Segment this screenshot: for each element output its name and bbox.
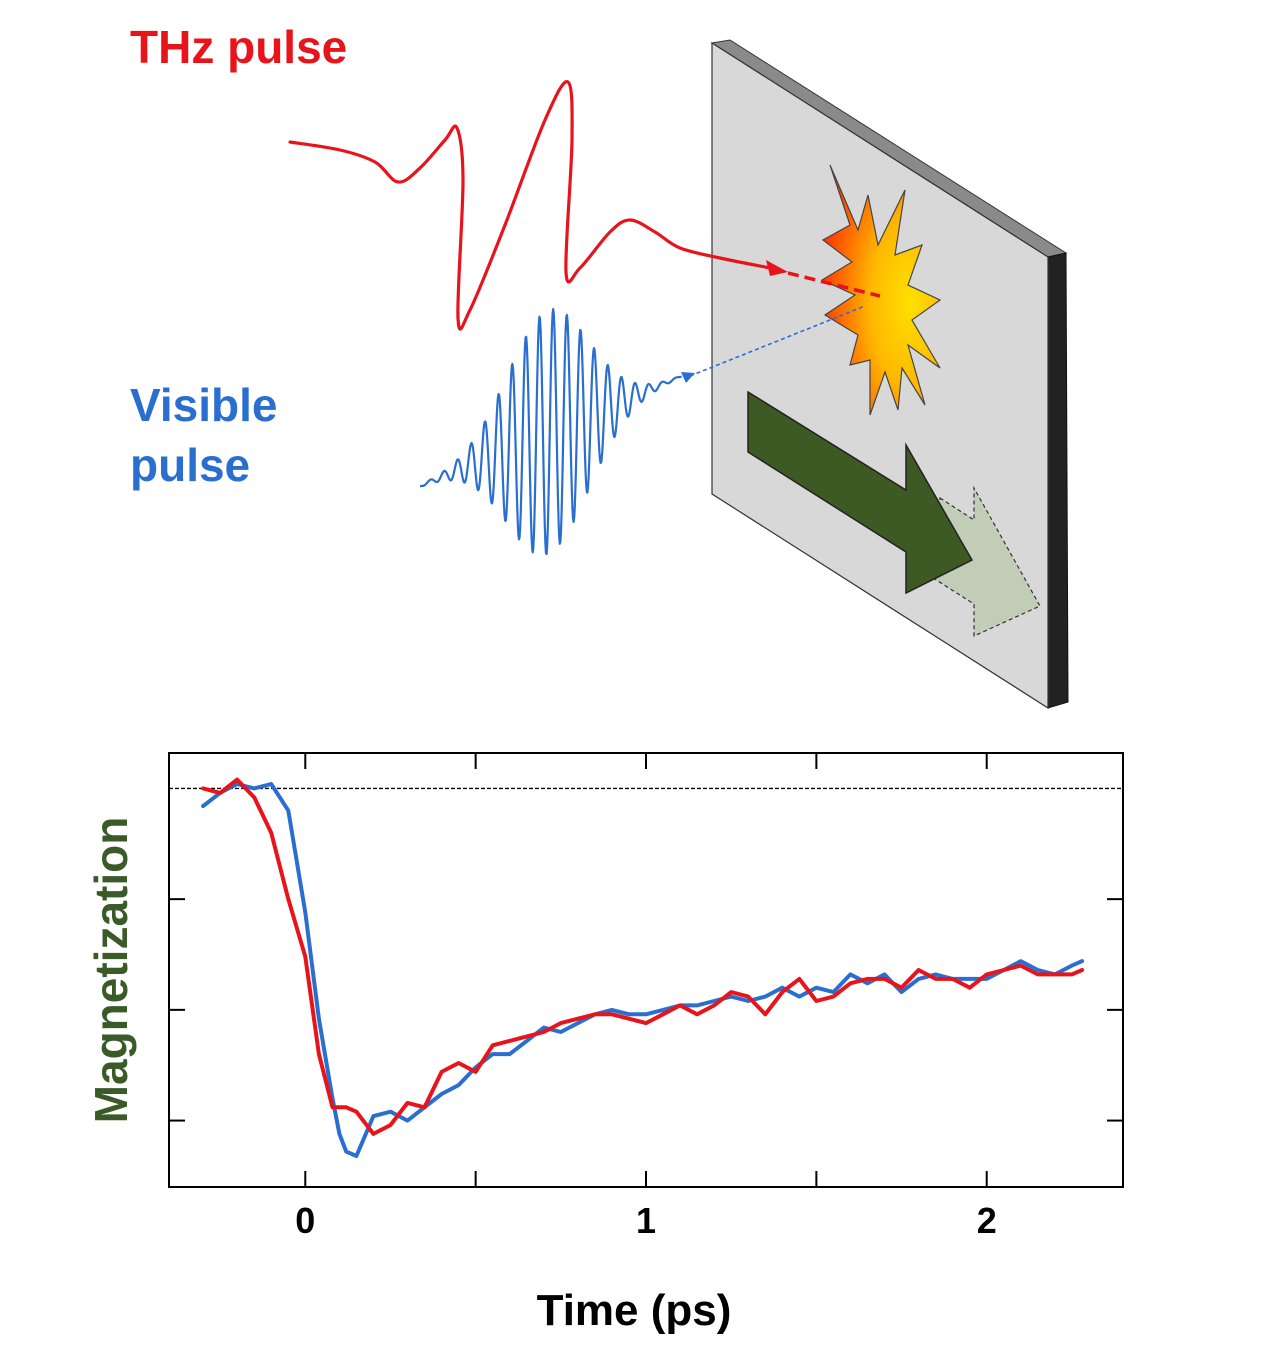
visible-arrowhead — [681, 372, 695, 383]
plate-side-edge — [1047, 252, 1069, 709]
magnetization-arrow — [747, 390, 974, 595]
visible-pulse — [419, 305, 866, 555]
series-line-blue — [201, 782, 1085, 1158]
series-line-red — [201, 777, 1085, 1136]
magnetization-chart: 0 1 2 — [168, 752, 1124, 1241]
thz-pulse — [288, 80, 881, 331]
visible-label-line1: Visible — [130, 379, 277, 431]
x-axis-label: Time (ps) — [537, 1286, 732, 1335]
x-tick-label: 0 — [295, 1200, 315, 1241]
y-axis-label: Magnetization — [85, 817, 137, 1124]
excitation-burst — [820, 164, 942, 416]
thz-arrowhead — [766, 260, 788, 276]
x-tick-label: 1 — [636, 1200, 656, 1241]
thz-label: THz pulse — [130, 21, 347, 73]
visible-waveform — [419, 308, 683, 555]
visible-path-dashed — [689, 305, 866, 377]
thz-waveform — [288, 80, 772, 331]
visible-label-line2: pulse — [130, 439, 250, 491]
x-tick-label: 2 — [977, 1200, 997, 1241]
magnetization-arrow-ghost — [929, 485, 1041, 637]
